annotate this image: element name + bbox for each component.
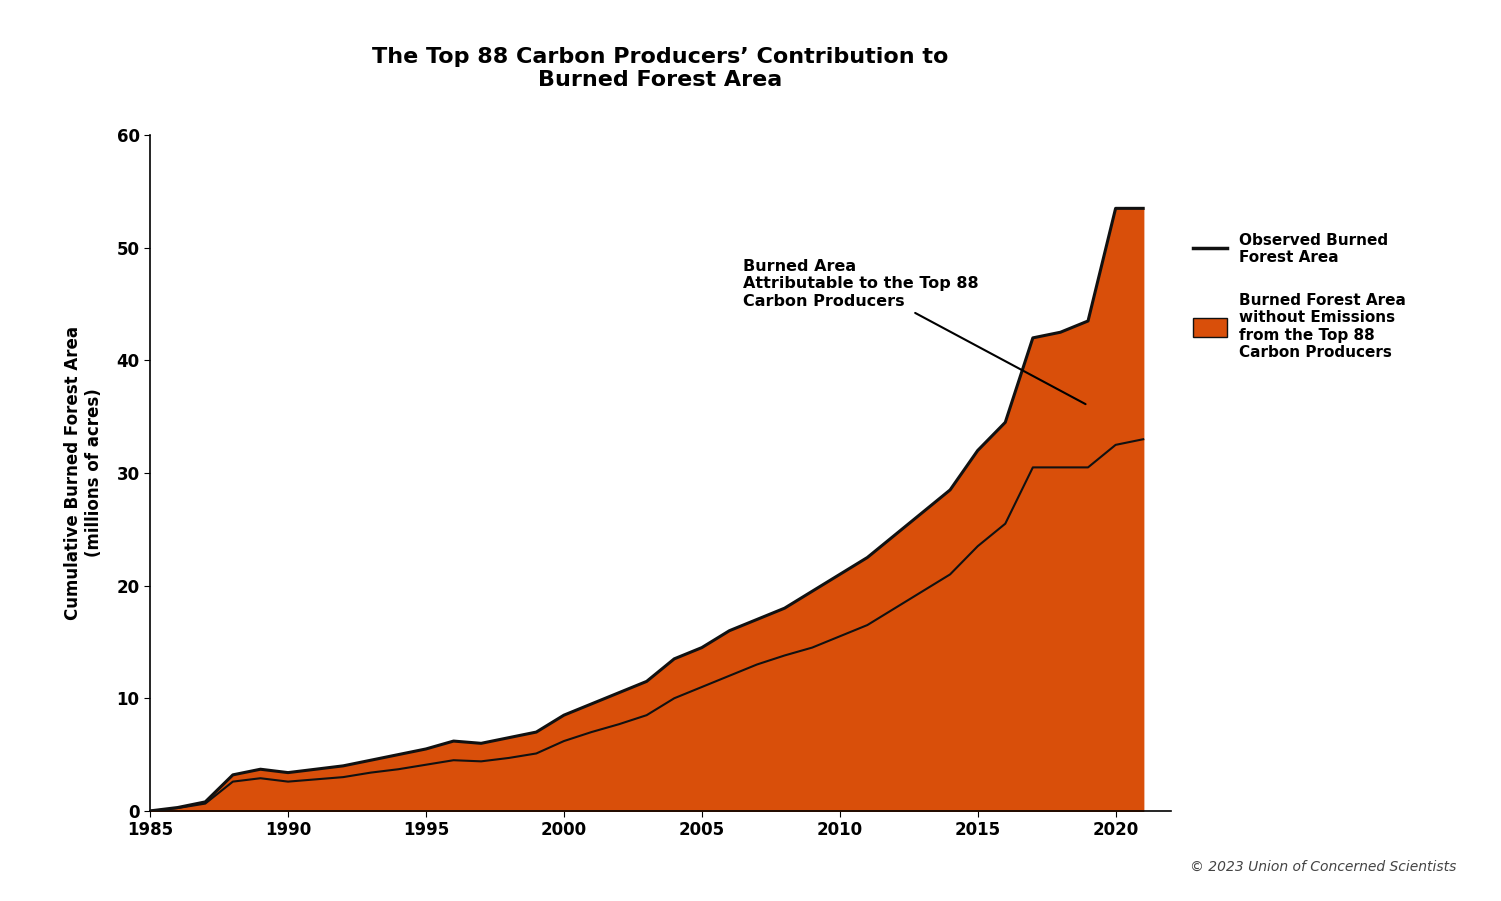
- Text: Burned Area
Attributable to the Top 88
Carbon Producers: Burned Area Attributable to the Top 88 C…: [743, 259, 1085, 405]
- Legend: Observed Burned
Forest Area, Burned Forest Area
without Emissions
from the Top 8: Observed Burned Forest Area, Burned Fore…: [1193, 232, 1406, 360]
- Text: © 2023 Union of Concerned Scientists: © 2023 Union of Concerned Scientists: [1190, 860, 1456, 874]
- Text: The Top 88 Carbon Producers’ Contribution to
Burned Forest Area: The Top 88 Carbon Producers’ Contributio…: [372, 47, 949, 90]
- Y-axis label: Cumulative Burned Forest Area
(millions of acres): Cumulative Burned Forest Area (millions …: [65, 326, 102, 620]
